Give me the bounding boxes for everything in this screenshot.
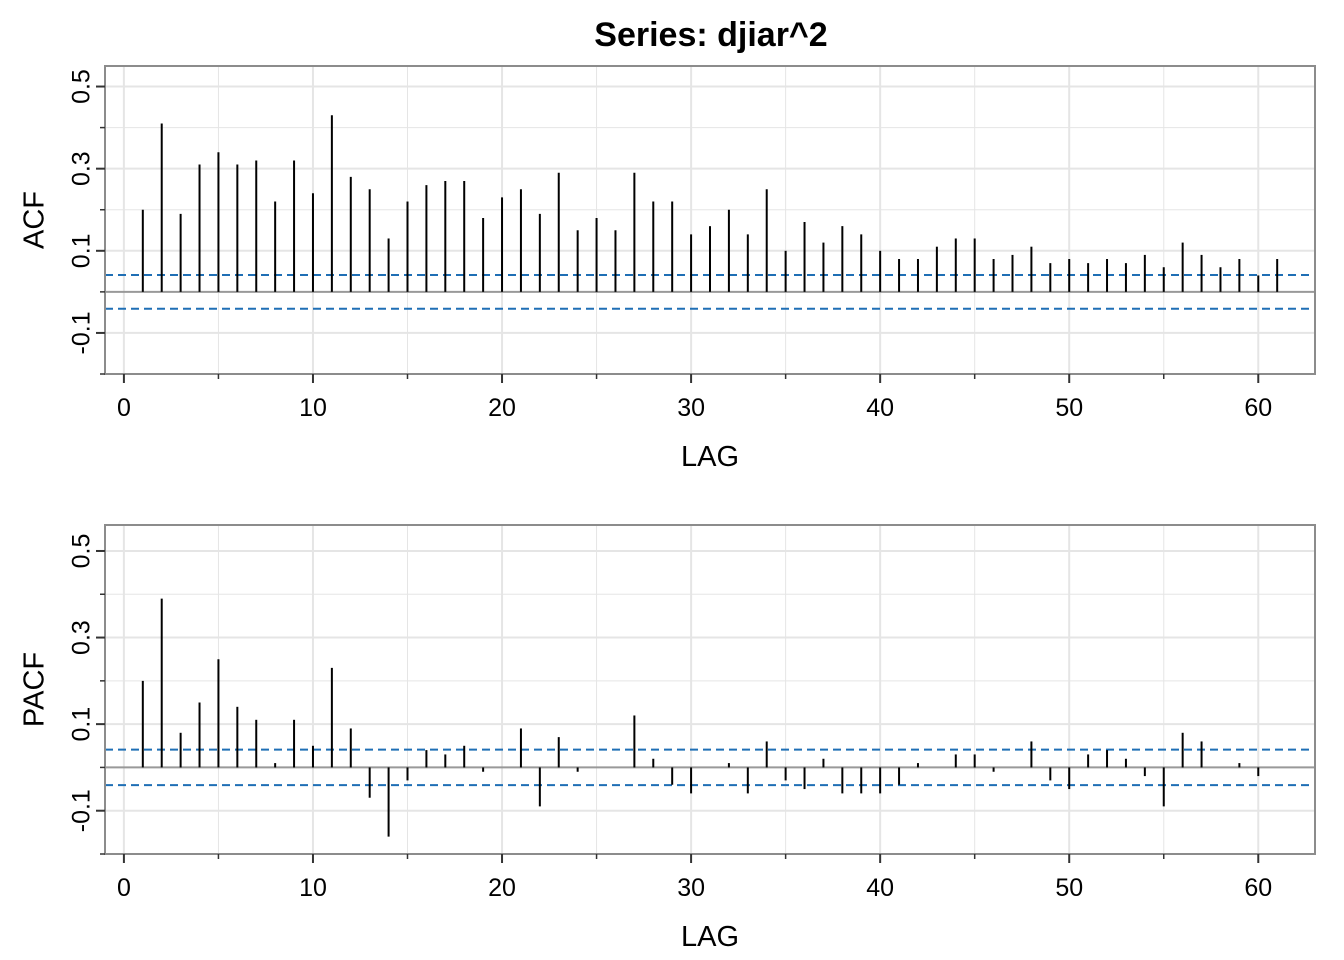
pacf-panel: 0 10 20 30 40 50 60 -0.1 0.1 0.3 0.5 LAG PACF xyxy=(19,524,1316,953)
acf-y-tick-label: 0.5 xyxy=(68,69,96,104)
pacf-x-tick-label: 60 xyxy=(1244,874,1272,902)
pacf-x-tick-label: 50 xyxy=(1055,874,1083,902)
pacf-y-tick-label: 0.5 xyxy=(68,534,96,569)
acf-x-tick-label: 30 xyxy=(677,394,705,422)
acf-plot-frame xyxy=(104,65,1316,375)
acf-y-tick-label: 0.1 xyxy=(68,233,96,268)
acf-x-tick-label: 50 xyxy=(1055,394,1083,422)
pacf-y-axis-label: PACF xyxy=(19,652,51,727)
acf-y-tick-label: 0.3 xyxy=(68,151,96,186)
pacf-y-tick-label: 0.1 xyxy=(68,707,96,742)
chart-title: Series: djiar^2 xyxy=(594,16,827,54)
pacf-x-tick-label: 20 xyxy=(488,874,516,902)
acf-y-tick-label: -0.1 xyxy=(68,311,96,354)
pacf-y-tick-label: -0.1 xyxy=(68,789,96,832)
acf-y-axis-label: ACF xyxy=(19,191,51,249)
pacf-x-tick-label: 30 xyxy=(677,874,705,902)
acf-x-axis-label: LAG xyxy=(681,441,739,473)
pacf-x-tick-label: 10 xyxy=(299,874,327,902)
acf-x-tick-label: 0 xyxy=(117,394,131,422)
acf-x-tick-label: 60 xyxy=(1244,394,1272,422)
acf-x-tick-label: 40 xyxy=(866,394,894,422)
acf-x-tick-label: 10 xyxy=(299,394,327,422)
acf-x-tick-label: 20 xyxy=(488,394,516,422)
pacf-x-tick-label: 40 xyxy=(866,874,894,902)
acf-panel: 0 10 20 30 40 50 60 -0.1 0.1 0.3 0.5 LAG ACF xyxy=(19,65,1316,473)
pacf-plot-frame xyxy=(104,524,1316,855)
pacf-x-tick-label: 0 xyxy=(117,874,131,902)
pacf-x-axis-label: LAG xyxy=(681,921,739,953)
pacf-y-tick-label: 0.3 xyxy=(68,620,96,655)
